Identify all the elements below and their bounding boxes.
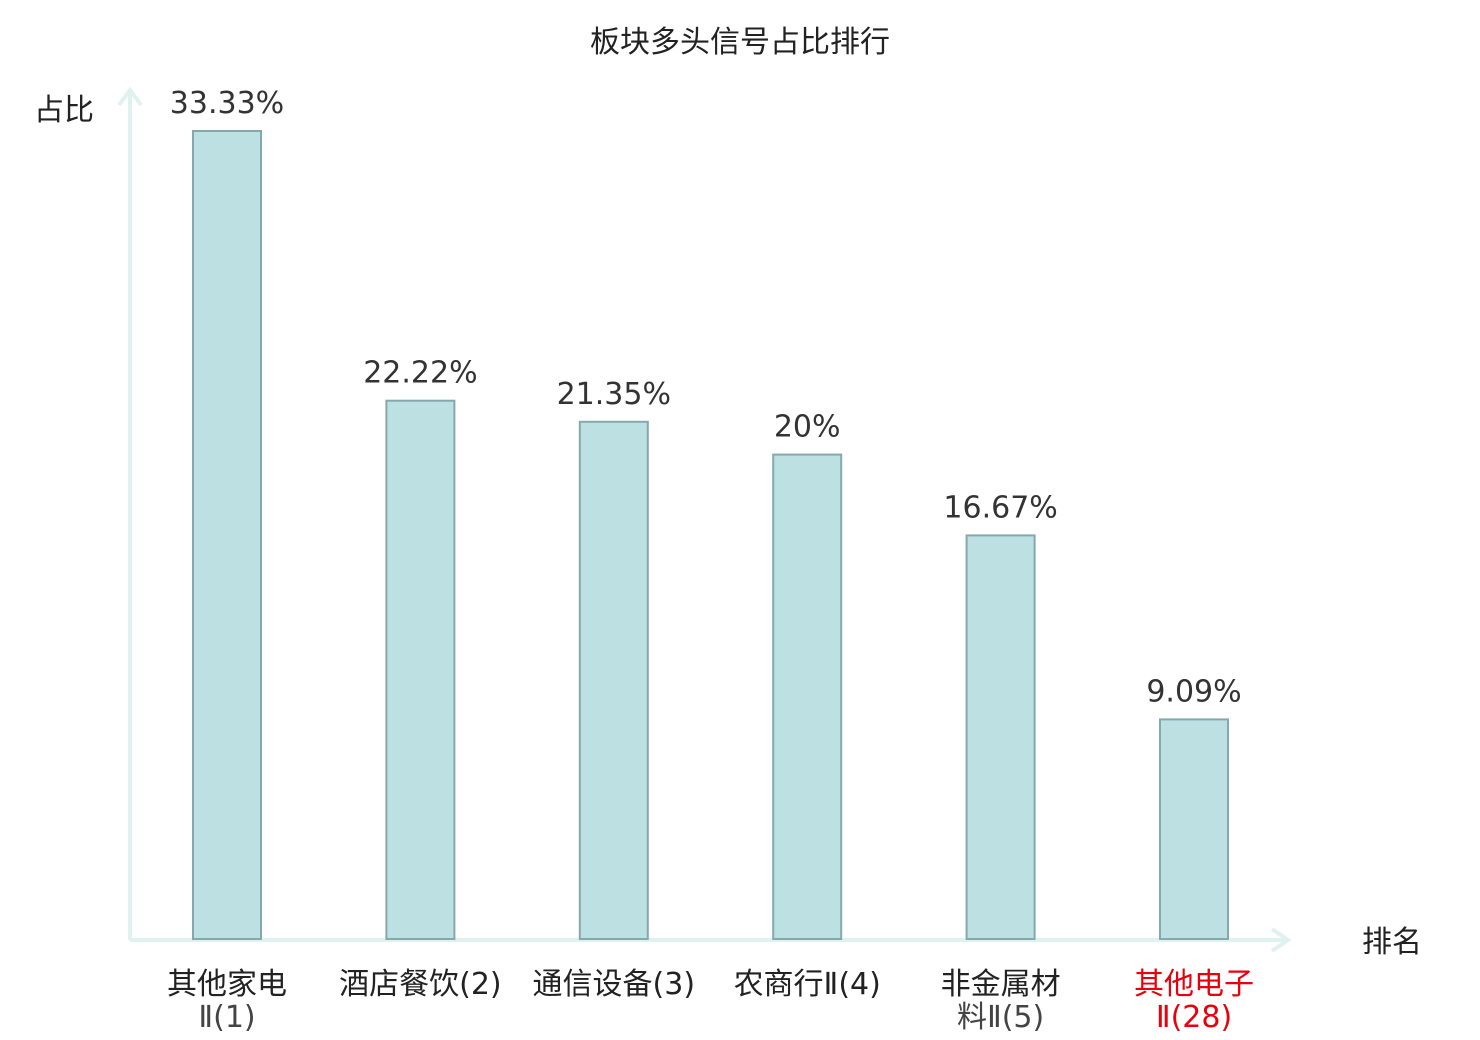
category-label: 酒店餐饮(2)	[339, 967, 502, 1002]
value-label: 9.09%	[1146, 674, 1241, 709]
bar	[1159, 718, 1229, 941]
value-label: 21.35%	[557, 377, 671, 412]
x-axis-arrow	[1270, 927, 1292, 953]
category-label-line1: 酒店餐饮(2)	[339, 967, 502, 1002]
category-label: 通信设备(3)	[533, 967, 696, 1002]
x-axis-title: 排名	[1362, 925, 1422, 960]
bar	[385, 399, 456, 940]
y-axis-arrow	[117, 86, 143, 107]
category-label: 非金属材料Ⅱ(5)	[941, 967, 1061, 1035]
category-label-line2: Ⅱ(28)	[1156, 1000, 1232, 1035]
value-label: 22.22%	[363, 356, 477, 391]
category-label: 其他家电 Ⅱ(1)	[167, 967, 287, 1035]
category-label-line1: 其他电子	[1134, 967, 1254, 1002]
category-label-line2: 料Ⅱ(5)	[957, 1000, 1044, 1035]
bars	[192, 130, 1229, 941]
bar	[578, 420, 649, 940]
y-axis-title: 占比	[34, 93, 94, 128]
value-label: 20%	[774, 410, 841, 445]
value-label: 33.33%	[170, 86, 284, 121]
value-label: 16.67%	[943, 490, 1057, 525]
category-label-line1: 非金属材	[941, 967, 1061, 1002]
category-labels: 其他家电 Ⅱ(1) 酒店餐饮(2) 通信设备(3) 农商行Ⅱ(4) 非金属材料Ⅱ(5) 其他…	[167, 967, 1254, 1035]
category-label-line1: 通信设备(3)	[533, 967, 696, 1002]
category-label: 其他电子 Ⅱ(28)	[1134, 967, 1254, 1035]
category-label-line1: 农商行Ⅱ(4)	[734, 967, 881, 1002]
chart-title: 板块多头信号占比排行	[590, 25, 890, 60]
bar	[965, 534, 1036, 941]
category-label-line1: 其他家电	[167, 967, 287, 1002]
category-label-line2: Ⅱ(1)	[198, 1000, 255, 1035]
category-label: 农商行Ⅱ(4)	[734, 967, 881, 1002]
value-labels: 33.33% 22.22% 21.35% 20% 16.67% 9.09%	[170, 86, 1242, 709]
axes	[117, 86, 1292, 953]
bar	[772, 453, 843, 940]
bar	[192, 130, 262, 940]
